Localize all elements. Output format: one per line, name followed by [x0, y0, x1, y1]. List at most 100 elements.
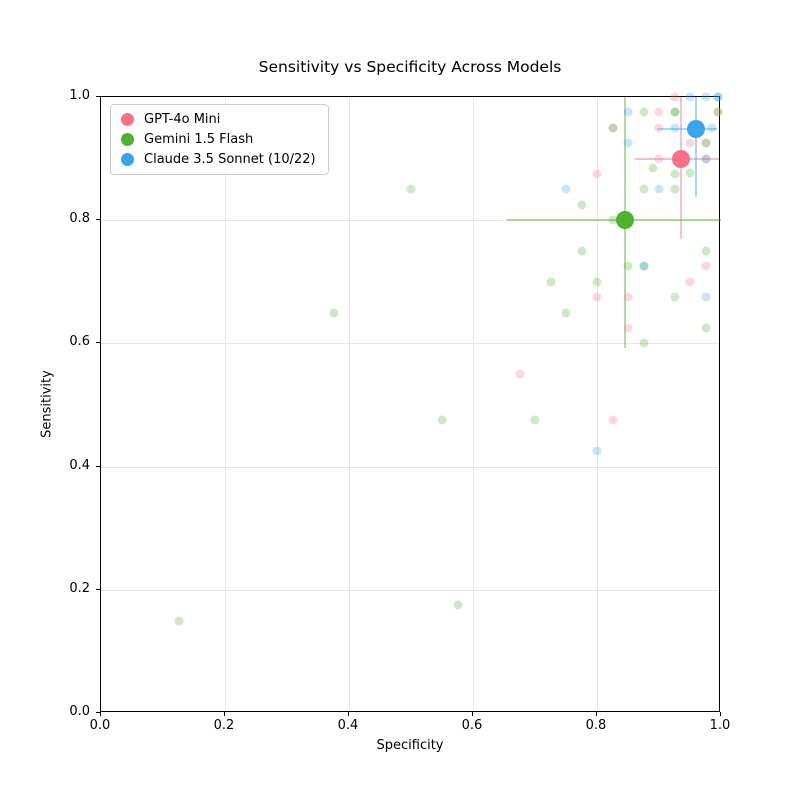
scatter-point — [592, 446, 602, 456]
scatter-point — [546, 277, 555, 287]
mean-marker — [687, 120, 706, 139]
legend-item-gpt4o-mini: GPT-4o Mini — [121, 112, 316, 127]
x-tick-label: 0.8 — [585, 718, 607, 733]
y-tick-mark — [96, 342, 100, 344]
scatter-point — [670, 184, 679, 194]
y-tick-label: 0.0 — [69, 704, 90, 719]
legend-label-claude-sonnet: Claude 3.5 Sonnet (10/22) — [144, 152, 316, 167]
scatter-point — [701, 292, 710, 302]
scatter-point — [639, 184, 648, 194]
y-tick-label: 1.0 — [69, 88, 90, 103]
scatter-point — [713, 92, 723, 102]
scatter-point — [701, 92, 710, 102]
scatter-point — [592, 277, 602, 287]
x-axis-label: Specificity — [376, 738, 444, 753]
scatter-point — [608, 123, 617, 133]
scatter-point — [654, 154, 664, 164]
scatter-point — [623, 261, 633, 271]
legend-swatch-gemini-flash — [121, 133, 134, 146]
gridline-horizontal — [101, 343, 719, 345]
y-tick-mark — [96, 712, 100, 713]
gridline-horizontal — [101, 466, 719, 468]
errorbar-vertical — [695, 97, 698, 198]
scatter-point — [623, 107, 633, 117]
x-tick-label: 0.6 — [461, 718, 483, 733]
scatter-point — [654, 123, 664, 133]
legend-swatch-gpt4o-mini — [121, 113, 134, 126]
scatter-point — [685, 277, 695, 287]
mean-marker — [671, 149, 690, 168]
scatter-point — [577, 200, 586, 210]
scatter-point — [707, 123, 717, 133]
x-tick-label: 0.2 — [213, 718, 235, 733]
gridline-horizontal — [101, 589, 719, 591]
y-tick-mark — [96, 465, 100, 467]
y-tick-label: 0.8 — [69, 211, 90, 227]
scatter-point — [685, 138, 695, 148]
x-tick-mark — [720, 712, 721, 716]
scatter-point — [639, 261, 648, 271]
scatter-point — [701, 323, 710, 333]
plot-area: GPT-4o Mini Gemini 1.5 Flash Claude 3.5 … — [100, 92, 723, 712]
y-axis-label: Sensitivity — [39, 370, 55, 438]
legend-swatch-claude-sonnet — [121, 153, 134, 166]
y-tick-label: 0.2 — [69, 580, 90, 596]
scatter-point — [670, 107, 679, 117]
scatter-point — [701, 246, 710, 256]
scatter-point — [701, 261, 710, 271]
y-tick-label: 0.6 — [69, 334, 90, 350]
scatter-point — [592, 169, 602, 179]
scatter-point — [174, 616, 183, 626]
gridline-horizontal — [101, 220, 719, 222]
scatter-point — [713, 92, 723, 102]
errorbar-vertical — [679, 97, 682, 240]
scatter-point — [406, 184, 416, 194]
y-tick-mark — [96, 96, 100, 97]
errorbar-horizontal — [657, 128, 717, 131]
scatter-point — [701, 138, 710, 148]
y-tick-mark — [96, 588, 100, 590]
scatter-point — [639, 261, 648, 271]
scatter-point — [608, 123, 617, 133]
scatter-point — [515, 369, 524, 379]
gridline-vertical — [473, 97, 474, 711]
x-tick-mark — [100, 712, 101, 716]
y-tick-mark — [96, 219, 100, 221]
mean-marker — [615, 210, 634, 229]
gridline-vertical — [349, 97, 350, 711]
scatter-point — [685, 168, 695, 178]
x-tick-mark — [348, 712, 349, 716]
scatter-point — [654, 107, 664, 117]
scatter-point — [701, 138, 710, 148]
scatter-point — [437, 415, 447, 425]
scatter-point — [608, 215, 617, 225]
x-tick-mark — [472, 712, 473, 716]
gridline-vertical — [225, 97, 226, 711]
x-tick-mark — [224, 712, 225, 716]
scatter-point — [670, 292, 679, 302]
scatter-point — [713, 107, 723, 117]
scatter-point — [670, 169, 679, 179]
scatter-point — [608, 415, 617, 425]
legend: GPT-4o Mini Gemini 1.5 Flash Claude 3.5 … — [110, 104, 329, 175]
scatter-point — [530, 415, 540, 425]
x-tick-label: 0.4 — [337, 718, 359, 733]
scatter-point — [701, 154, 710, 164]
scatter-point — [623, 292, 633, 302]
x-tick-label: 1.0 — [709, 718, 731, 733]
legend-label-gpt4o-mini: GPT-4o Mini — [144, 112, 221, 127]
scatter-point — [648, 163, 658, 173]
scatter-point — [592, 292, 602, 302]
scatter-point — [453, 600, 462, 610]
scatter-point — [654, 184, 664, 194]
scatter-point — [623, 323, 633, 333]
x-tick-label: 0.0 — [89, 718, 111, 733]
y-tick-label: 0.4 — [69, 457, 90, 473]
legend-item-claude-sonnet: Claude 3.5 Sonnet (10/22) — [121, 152, 316, 167]
chart-title: Sensitivity vs Specificity Across Models — [258, 58, 562, 76]
scatter-point — [639, 107, 648, 117]
scatter-point — [713, 107, 723, 117]
errorbar-horizontal — [507, 218, 721, 221]
legend-item-gemini-flash: Gemini 1.5 Flash — [121, 132, 316, 147]
